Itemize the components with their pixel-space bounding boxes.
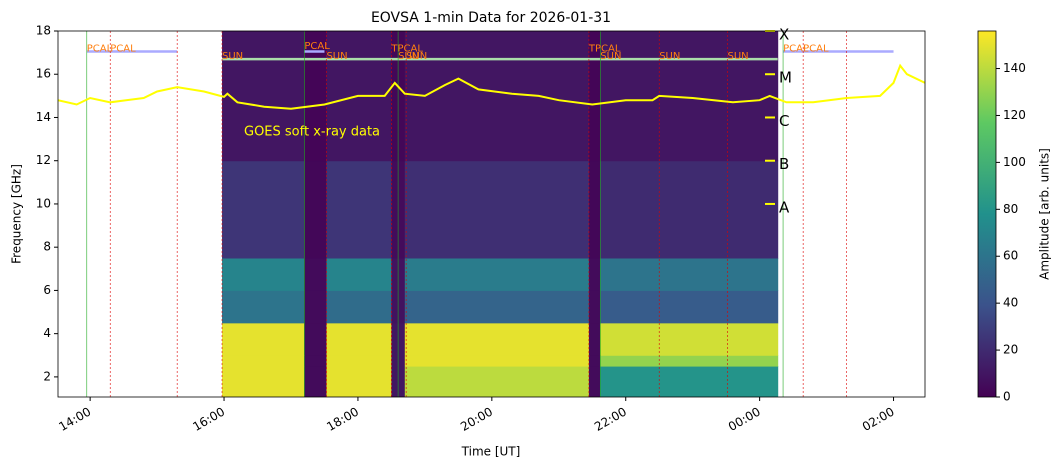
heatmap-cell [588,366,601,397]
heatmap-cell [304,355,327,367]
y-tick-label: 10 [36,196,51,210]
heatmap-cell [326,160,392,259]
annotation-label: SUN [398,51,419,62]
heatmap-cell [304,290,327,324]
y-tick-label: 12 [36,153,51,167]
x-tick-label: 00:00 [726,405,763,434]
heatmap-cell [588,257,601,291]
heatmap-cell [326,257,392,291]
annotation-label: PCAL [783,43,809,54]
colorbar-tick-label: 140 [1003,61,1026,75]
annotation-label: PCAL [110,43,136,54]
heatmap-cell [600,290,779,324]
heatmap-cell [588,160,601,259]
x-tick-label: 18:00 [324,405,361,434]
goes-curve [58,63,925,110]
heatmap-cell [588,31,601,162]
goes-label: GOES soft x-ray data [244,125,380,140]
heatmap-cell [600,322,779,356]
heatmap-cell [588,322,601,356]
annotation-label: PCAL [803,43,829,54]
goes-level-label: M [779,69,792,87]
heatmap-cell [600,31,779,162]
colorbar [977,30,997,398]
heatmap-cell [404,322,590,356]
heatmap-cell [404,257,590,291]
heatmap-cell [588,355,601,367]
colorbar-tick-label: 120 [1003,108,1026,122]
heatmap-cell [404,160,590,259]
heatmap-cell [304,160,327,259]
heatmap-cell [304,257,327,291]
annotation-label: TPCAL [588,43,621,54]
y-axis-label: Frequency [GHz] [10,164,24,264]
x-tick-label: 14:00 [56,405,93,434]
colorbar-label: Amplitude [arb. units] [1038,148,1052,280]
colorbar-tick-label: 100 [1003,155,1026,169]
y-tick-label: 16 [36,67,51,81]
heatmap-cell [222,160,305,259]
y-tick-label: 6 [43,283,51,297]
colorbar-tick-label: 40 [1003,296,1018,310]
y-tick-label: 2 [43,369,51,383]
heatmap-cell [326,355,392,367]
annotation-label: TPCAL [390,43,423,54]
heatmap-cell [404,355,590,367]
heatmap-cell [222,322,305,356]
heatmap-cell [304,31,327,162]
heatmap-cell [588,290,601,324]
y-tick-label: 18 [36,24,51,38]
goes-level-label: B [779,155,789,173]
x-tick-label: 22:00 [592,405,629,434]
annotation-label: SUN [600,51,621,62]
goes-level-label: A [779,198,790,216]
annotation-label: PCAL [87,43,113,54]
heatmap-cell [326,322,392,356]
heatmap-cell [326,366,392,397]
y-tick-label: 4 [43,326,51,340]
heatmap-cell [222,366,305,397]
heatmap-cell [222,31,305,162]
x-axis-label: Time [UT] [461,445,521,459]
heatmap-cell [304,366,327,397]
heatmap-cell [326,290,392,324]
heatmap-cell [600,366,779,397]
y-tick-label: 14 [36,110,51,124]
annotation-label: SUN [406,51,427,62]
heatmap-cell [404,290,590,324]
goes-level-label: C [779,112,789,130]
x-tick-label: 02:00 [860,405,897,434]
y-tick-label: 8 [43,240,51,254]
annotation-label: SUN [222,51,243,62]
heatmap-cell [222,257,305,291]
goes-level-label: X [779,26,789,44]
heatmap-cell [600,257,779,291]
colorbar-tick-label: 20 [1003,343,1018,357]
plot-area [58,31,925,397]
colorbar-tick-label: 60 [1003,249,1018,263]
heatmap-cell [222,290,305,324]
annotation-label: SUN [326,51,347,62]
x-tick-label: 20:00 [458,405,495,434]
x-tick-label: 16:00 [190,405,227,434]
heatmap-cell [404,31,590,162]
heatmap-cell [600,160,779,259]
heatmap-cell [404,366,590,397]
heatmap-cell [600,355,779,367]
heatmap-cell [222,355,305,367]
annotation-label: SUN [659,51,680,62]
colorbar-tick-label: 80 [1003,202,1018,216]
annotation-label: PCAL [304,41,330,52]
chart-title: EOVSA 1-min Data for 2026-01-31 [371,10,611,26]
heatmap-cell [304,322,327,356]
annotation-label: SUN [727,51,748,62]
colorbar-tick-label: 0 [1003,390,1011,404]
